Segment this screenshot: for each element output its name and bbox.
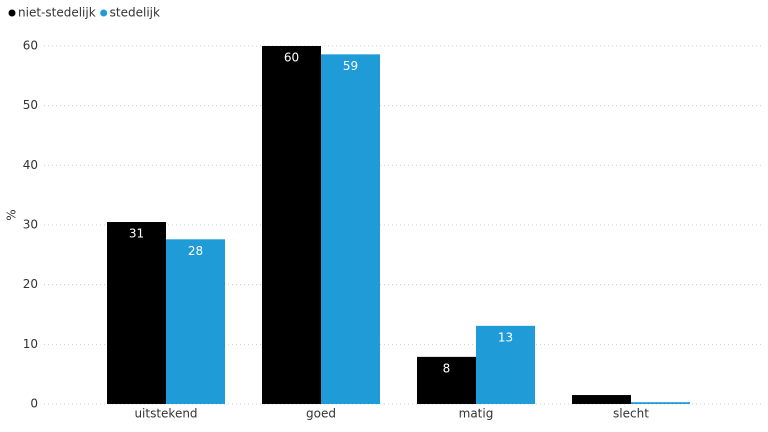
y-tick-label: 60 [23, 39, 38, 53]
bar [321, 54, 380, 404]
value-label: 31 [129, 227, 144, 241]
value-label: 8 [443, 361, 451, 375]
y-tick-label: 20 [23, 277, 38, 291]
value-label: 28 [188, 244, 203, 258]
bar [476, 325, 535, 404]
y-tick-label: 40 [23, 158, 38, 172]
bar [631, 402, 690, 404]
y-tick-label: 30 [23, 218, 38, 232]
x-tick-label: goed [306, 407, 336, 421]
legend-label: stedelijk [110, 6, 160, 20]
bar [417, 356, 476, 404]
x-tick-label: slecht [613, 407, 649, 421]
value-label: 13 [498, 330, 513, 344]
y-tick-label: 50 [23, 98, 38, 112]
value-label: 60 [284, 51, 299, 65]
y-tick-label: 0 [30, 397, 38, 411]
y-tick-label: 10 [23, 337, 38, 351]
x-tick-label: uitstekend [134, 407, 197, 421]
y-axis-label: % [5, 209, 19, 220]
x-tick-label: matig [459, 407, 494, 421]
legend-label: niet-stedelijk [18, 6, 96, 20]
bar [166, 239, 225, 404]
bar [572, 395, 631, 404]
bar [262, 46, 321, 404]
legend-marker [100, 9, 108, 17]
legend-marker [8, 9, 16, 17]
bar [107, 222, 166, 404]
value-label: 59 [343, 59, 358, 73]
